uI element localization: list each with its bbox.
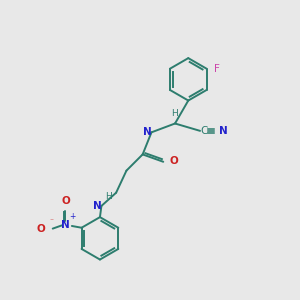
Text: H: H (171, 109, 178, 118)
Text: O: O (170, 156, 178, 166)
Text: N: N (143, 127, 152, 137)
Text: N: N (219, 126, 227, 136)
Text: C: C (201, 126, 208, 136)
Text: N: N (93, 201, 101, 211)
Text: F: F (214, 64, 220, 74)
Text: N: N (61, 220, 70, 230)
Text: +: + (69, 212, 75, 221)
Text: H: H (105, 192, 112, 201)
Text: ⁻: ⁻ (50, 217, 54, 226)
Text: O: O (61, 196, 70, 206)
Text: O: O (37, 224, 46, 234)
